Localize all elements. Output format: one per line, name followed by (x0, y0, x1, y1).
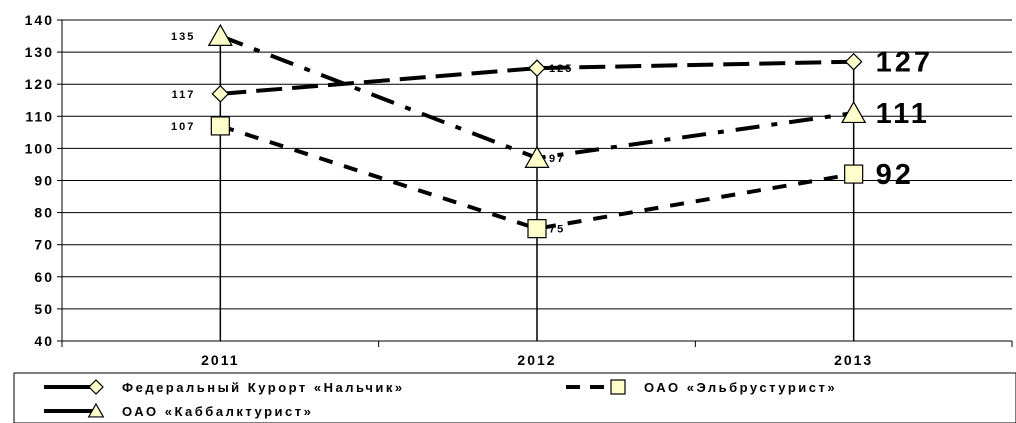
y-tick-label-110: 110 (25, 108, 54, 124)
data-label-s0-0: 117 (172, 89, 196, 101)
legend-label-0: Федеральный Курорт «Нальчик» (122, 380, 405, 395)
legend-label-2: ОАО «Каббалктурист» (122, 404, 313, 419)
marker-s0-2013 (844, 52, 863, 71)
marker-s0-2012 (528, 59, 546, 77)
legend-swatch-marker-2 (87, 402, 105, 418)
marker-s1-2011 (210, 116, 230, 136)
data-label-s0-2: 127 (876, 47, 933, 79)
y-tick-label-60: 60 (34, 269, 54, 285)
y-tick-label-100: 100 (25, 140, 54, 156)
y-tick-label-70: 70 (34, 237, 54, 253)
x-tick-label-2013: 2013 (834, 352, 873, 368)
x-tick-label-2012: 2012 (517, 352, 556, 368)
data-label-s1-0: 107 (171, 121, 195, 133)
legend-swatch-marker-0 (88, 379, 104, 395)
data-label-s1-2: 92 (876, 159, 914, 191)
legend: Федеральный Курорт «Нальчик» ОАО «Эльбрус… (13, 372, 1016, 423)
marker-s1-2013 (844, 164, 864, 184)
marker-s2-2013 (841, 100, 867, 124)
y-tick-label-40: 40 (34, 333, 54, 349)
marker-s2-2012 (524, 145, 550, 168)
marker-s2-2011 (207, 23, 233, 47)
data-labels: 117 125 127 107 75 92 135 97 111 (171, 31, 933, 236)
y-tick-label-80: 80 (34, 205, 54, 221)
series-group (207, 23, 867, 239)
x-tick-label-2011: 2011 (201, 352, 239, 368)
marker-s1-2012 (527, 219, 547, 239)
y-tick-label-50: 50 (34, 301, 54, 317)
legend-box (13, 372, 1016, 423)
series-line-0 (220, 59, 854, 96)
x-axis: 2011 2012 2013 (61, 341, 1013, 368)
data-label-s2-1: 97 (549, 153, 565, 165)
y-tick-label-140: 140 (25, 12, 54, 28)
legend-swatch-marker-1 (610, 379, 626, 395)
y-tick-label-90: 90 (34, 173, 54, 189)
y-axis: 40 50 60 70 80 90 100 110 120 130 140 (25, 12, 63, 349)
data-label-s1-1: 75 (549, 224, 565, 236)
y-tick-label-130: 130 (25, 44, 54, 60)
legend-label-1: ОАО «Эльбрустурист» (644, 380, 837, 395)
y-tick-label-120: 120 (25, 76, 54, 92)
data-label-s2-0: 135 (171, 31, 195, 43)
data-label-s2-2: 111 (876, 98, 930, 130)
series-line-1 (219, 124, 855, 231)
data-label-s0-1: 125 (549, 63, 573, 75)
marker-s0-2011 (211, 84, 230, 103)
